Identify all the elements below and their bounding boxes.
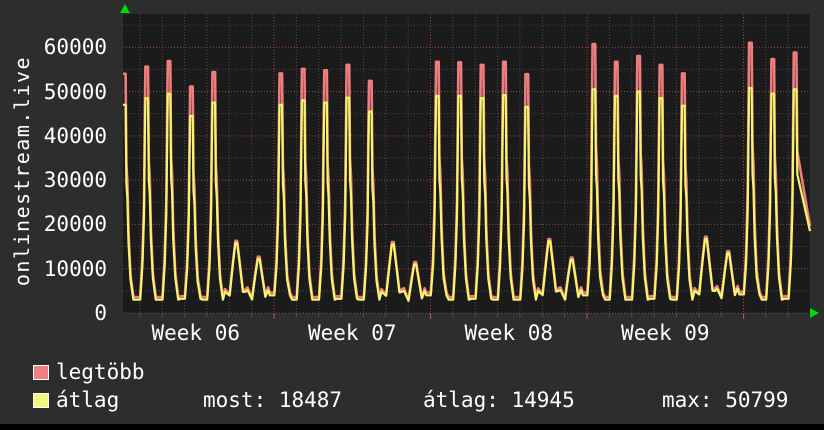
y-tick-label: 50000 [43, 79, 107, 104]
legend-swatch-atlag [33, 393, 49, 408]
y-tick-label: 60000 [43, 35, 107, 60]
y-tick-label: 40000 [43, 123, 107, 148]
legend-label-atlag: átlag [56, 388, 120, 412]
stat-most: most: 18487 [203, 388, 343, 412]
stat-max: max: 50799 [662, 388, 789, 412]
x-tick-label: Week 08 [464, 321, 554, 345]
y-tick-label: 0 [94, 301, 107, 325]
y-axis-arrow-icon [120, 4, 130, 13]
bottom-border [0, 424, 824, 430]
legend-swatch-legtobb [33, 365, 49, 380]
series-atlag-line [123, 86, 812, 302]
vertical-axis-title: onlinestream.live [10, 55, 34, 287]
x-tick-label: Week 09 [621, 321, 710, 345]
x-axis-arrow-icon [810, 308, 819, 318]
x-tick-label: Week 06 [151, 321, 241, 345]
legend-label-legtobb: legtöbb [56, 360, 145, 384]
stat-atlag: átlag: 14945 [423, 388, 575, 412]
y-tick-label: 10000 [43, 256, 107, 281]
y-tick-label: 30000 [43, 168, 107, 193]
plot-area [120, 4, 819, 319]
x-tick-label: Week 07 [308, 321, 397, 345]
chart-canvas [120, 4, 819, 319]
series-legtobb-line [123, 41, 812, 302]
y-tick-label: 20000 [43, 212, 107, 237]
